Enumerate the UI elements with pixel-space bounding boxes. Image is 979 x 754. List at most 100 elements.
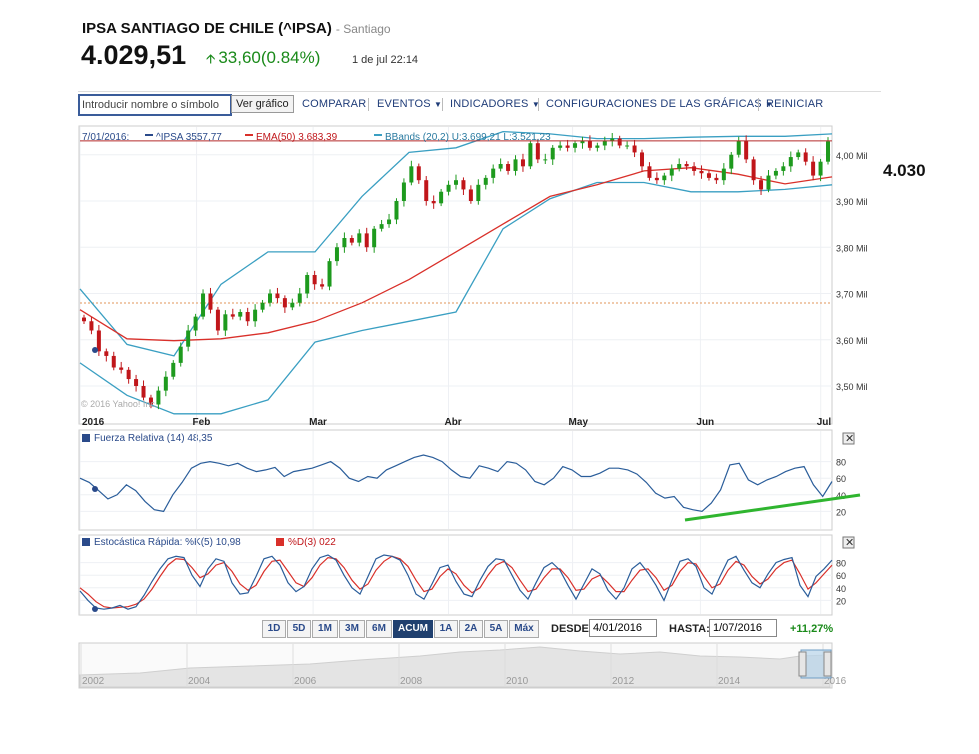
candle-body	[773, 170, 778, 176]
annotation-label: 4.030	[883, 161, 926, 180]
view-chart-button[interactable]: Ver gráfico	[231, 95, 294, 113]
price-panel	[78, 125, 833, 425]
events-menu[interactable]: EVENTOS ▼	[377, 98, 442, 110]
rsi-y-tick: 20	[836, 507, 846, 517]
symbol-search-input[interactable]	[78, 94, 232, 116]
candle-body	[282, 298, 287, 308]
close-icon: ✕	[845, 537, 854, 549]
close-stoch-button[interactable]	[842, 536, 855, 549]
candle-body	[401, 182, 406, 201]
reset-button[interactable]: REINICIAR	[766, 98, 824, 110]
range-button[interactable]: 5D	[287, 620, 311, 638]
candle-body	[580, 140, 585, 144]
to-date-input[interactable]	[709, 619, 777, 637]
range-button[interactable]: 1M	[312, 620, 338, 638]
range-button[interactable]: 1D	[262, 620, 286, 638]
price-time: 1 de jul 22:14	[352, 54, 419, 66]
chart-settings-menu[interactable]: CONFIGURACIONES DE LAS GRÁFICAS ▼	[546, 98, 773, 110]
range-button[interactable]: 6M	[366, 620, 392, 638]
price-x-tick: Mar	[309, 417, 327, 428]
legend-date: 7/01/2016:	[82, 132, 129, 143]
candle-body	[796, 152, 801, 158]
candle-body	[692, 166, 697, 171]
candle-body	[290, 302, 295, 308]
price-y-tick: 3,50 Mil	[836, 382, 868, 392]
candle-body	[714, 177, 719, 181]
price-x-axis: 2016 Feb Mar Abr May Jun Jul	[82, 417, 831, 428]
last-price: 4.029,51	[81, 40, 187, 70]
candle-body	[550, 147, 555, 160]
hover-point	[92, 347, 98, 353]
candle-body	[476, 184, 481, 201]
candle-body	[565, 145, 570, 148]
candle-body	[245, 312, 250, 322]
navigator-area	[79, 646, 831, 688]
price-y-tick: 4,00 Mil	[836, 151, 868, 161]
range-button[interactable]: 1A	[434, 620, 458, 638]
candle-body	[647, 166, 652, 178]
bbands-upper-line	[79, 130, 833, 357]
candle-body	[483, 177, 488, 185]
candle-body	[706, 173, 711, 178]
candle-body	[96, 330, 101, 352]
rsi-hover-point	[92, 486, 98, 492]
navigator-label: 2014	[718, 676, 741, 687]
candle-body	[82, 317, 86, 322]
range-button[interactable]: 5A	[484, 620, 508, 638]
range-button[interactable]: Máx	[509, 620, 539, 638]
from-date-input[interactable]	[589, 619, 657, 637]
exchange-name: - Santiago	[335, 22, 391, 36]
candle-body	[387, 219, 392, 225]
range-button[interactable]: 3M	[339, 620, 365, 638]
indicators-menu[interactable]: INDICADORES ▼	[450, 98, 540, 110]
candle-body	[156, 390, 161, 405]
legend-price: ^IPSA 3557,77	[156, 132, 222, 143]
price-y-tick: 3,90 Mil	[836, 197, 868, 207]
candle-body	[721, 168, 726, 181]
candle-body	[454, 180, 458, 185]
candle-body	[439, 191, 444, 204]
candle-body	[736, 140, 741, 155]
ema-line	[79, 167, 833, 342]
range-button[interactable]: ACUM	[393, 620, 433, 638]
close-rsi-button[interactable]	[842, 432, 855, 445]
candle-body	[186, 330, 191, 347]
navigator-label: 2012	[612, 676, 635, 687]
navigator-right-handle[interactable]	[823, 651, 832, 677]
candle-body	[602, 140, 607, 146]
price-y-tick: 3,60 Mil	[836, 336, 868, 346]
rsi-legend-swatch	[82, 434, 90, 442]
candle-body	[163, 376, 168, 391]
candle-body	[357, 233, 362, 243]
candle-body	[610, 138, 615, 141]
quote-title: IPSA SANTIAGO DE CHILE (^IPSA) - Santiago	[82, 20, 391, 37]
candle-body	[230, 314, 235, 317]
candle-body	[424, 180, 429, 201]
events-menu-label: EVENTOS	[377, 98, 431, 110]
candle-body	[171, 362, 176, 377]
range-button[interactable]: 2A	[459, 620, 483, 638]
candle-body	[461, 180, 466, 190]
stoch-y-tick: 20	[836, 596, 846, 606]
candle-body	[662, 175, 667, 181]
candle-body	[305, 275, 310, 294]
candle-body	[766, 175, 771, 190]
price-x-tick: Feb	[193, 417, 211, 428]
rsi-panel	[78, 429, 833, 531]
legend-bbands: BBands (20,2) U:3.699,21 L:3.521,23	[385, 132, 551, 143]
candle-body	[89, 321, 94, 331]
candle-body	[826, 141, 830, 162]
compare-menu[interactable]: COMPARAR	[302, 98, 367, 110]
menu-divider	[368, 98, 369, 111]
ema-series	[79, 167, 833, 342]
candle-body	[491, 168, 496, 178]
close-icon: ✕	[845, 433, 854, 445]
navigator-left-handle[interactable]	[798, 651, 807, 677]
candle-body	[208, 293, 213, 310]
candle-body	[699, 170, 704, 174]
candle-body	[528, 143, 533, 167]
chart-toolbar: Ver gráfico COMPARAR EVENTOS ▼ INDICADOR…	[78, 91, 881, 116]
stoch-y-tick: 40	[836, 584, 846, 594]
stoch-k-legend: Estocástica Rápida: %K(5) 10,98	[94, 537, 241, 548]
